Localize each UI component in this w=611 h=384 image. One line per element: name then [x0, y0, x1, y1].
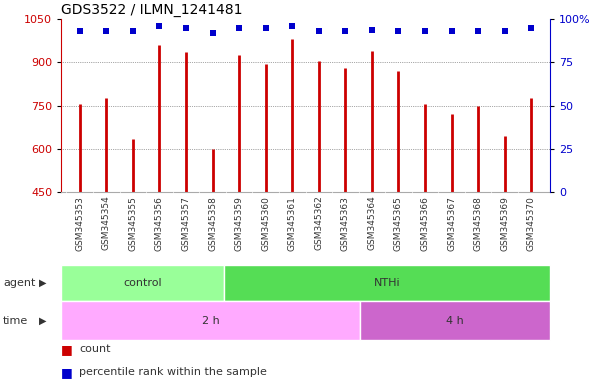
Point: [75, 28, 84, 35]
Point: [155, 23, 164, 29]
Bar: [61, 301, 360, 340]
Text: GSM345355: GSM345355: [128, 196, 137, 250]
Text: GDS3522 / ILMN_1241481: GDS3522 / ILMN_1241481: [61, 3, 243, 17]
Text: GSM345360: GSM345360: [261, 196, 270, 250]
Bar: [61, 265, 224, 301]
Text: 2 h: 2 h: [202, 316, 219, 326]
Text: count: count: [79, 344, 111, 354]
Point: [234, 25, 244, 31]
Text: ■: ■: [61, 343, 73, 356]
Bar: [224, 265, 550, 301]
Text: 4 h: 4 h: [446, 316, 464, 326]
Text: GSM345357: GSM345357: [181, 196, 191, 250]
Text: ▶: ▶: [38, 316, 46, 326]
Text: time: time: [3, 316, 28, 326]
Point: [101, 28, 111, 35]
Text: NTHi: NTHi: [374, 278, 400, 288]
Point: [261, 25, 271, 31]
Text: GSM345361: GSM345361: [288, 196, 297, 250]
Text: GSM345353: GSM345353: [75, 196, 84, 250]
Text: GSM345359: GSM345359: [235, 196, 244, 250]
Point: [527, 25, 536, 31]
Text: GSM345368: GSM345368: [474, 196, 483, 250]
Text: GSM345356: GSM345356: [155, 196, 164, 250]
Text: percentile rank within the sample: percentile rank within the sample: [79, 367, 267, 377]
Text: GSM345366: GSM345366: [420, 196, 430, 250]
Text: GSM345365: GSM345365: [394, 196, 403, 250]
Point: [208, 30, 218, 36]
Text: GSM345362: GSM345362: [314, 196, 323, 250]
Bar: [360, 301, 550, 340]
Text: ■: ■: [61, 366, 73, 379]
Point: [287, 23, 297, 29]
Text: GSM345369: GSM345369: [500, 196, 509, 250]
Point: [367, 26, 377, 33]
Point: [314, 28, 324, 35]
Point: [393, 28, 403, 35]
Point: [128, 28, 137, 35]
Point: [500, 28, 510, 35]
Point: [420, 28, 430, 35]
Text: ▶: ▶: [38, 278, 46, 288]
Point: [340, 28, 350, 35]
Text: GSM345363: GSM345363: [341, 196, 350, 250]
Text: GSM345367: GSM345367: [447, 196, 456, 250]
Text: GSM345364: GSM345364: [367, 196, 376, 250]
Text: GSM345358: GSM345358: [208, 196, 217, 250]
Text: GSM345370: GSM345370: [527, 196, 536, 250]
Text: GSM345354: GSM345354: [102, 196, 111, 250]
Point: [181, 25, 191, 31]
Point: [474, 28, 483, 35]
Text: agent: agent: [3, 278, 35, 288]
Point: [447, 28, 456, 35]
Text: control: control: [123, 278, 162, 288]
